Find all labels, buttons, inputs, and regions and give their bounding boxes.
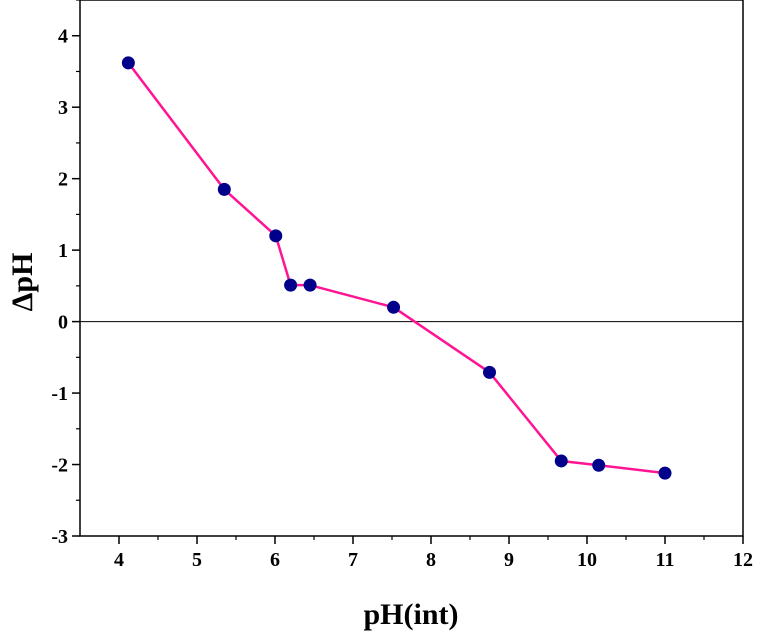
series-line-group bbox=[127, 62, 666, 475]
data-point bbox=[483, 365, 496, 379]
y-tick-label: 1 bbox=[58, 240, 68, 262]
data-point bbox=[554, 454, 568, 468]
x-tick-label: 8 bbox=[426, 549, 436, 571]
x-tick-label: 7 bbox=[348, 549, 358, 571]
y-tick-label: -3 bbox=[51, 526, 68, 548]
data-point bbox=[387, 300, 401, 314]
y-tick-label: 3 bbox=[58, 97, 68, 119]
series-line bbox=[127, 62, 666, 475]
data-point bbox=[269, 229, 283, 243]
x-tick-label: 10 bbox=[577, 549, 597, 571]
data-point bbox=[658, 466, 672, 480]
data-point bbox=[592, 458, 606, 472]
data-point bbox=[284, 278, 298, 292]
series-points-group bbox=[121, 56, 672, 480]
x-tick-label: 9 bbox=[504, 549, 514, 571]
x-tick-label: 12 bbox=[733, 549, 753, 571]
data-point bbox=[303, 278, 317, 292]
x-tick-label: 6 bbox=[270, 549, 280, 571]
y-tick-label: 0 bbox=[58, 312, 68, 334]
y-tick-label: -1 bbox=[51, 383, 68, 405]
x-axis-ticks: 4 5 6 7 8 9 10 11 12 bbox=[114, 536, 753, 571]
x-tick-label: 5 bbox=[192, 549, 202, 571]
y-tick-label: 2 bbox=[58, 169, 68, 191]
data-point bbox=[217, 182, 231, 196]
x-axis-title: pH(int) bbox=[363, 598, 458, 631]
y-axis-title: ΔpH bbox=[6, 253, 39, 312]
y-axis-ticks: -3 -2 -1 0 1 2 3 4 bbox=[51, 0, 80, 548]
data-point bbox=[121, 56, 135, 70]
x-tick-label: 4 bbox=[114, 549, 124, 571]
plot-frame bbox=[79, 0, 744, 537]
y-tick-label: 4 bbox=[58, 26, 68, 48]
x-tick-label: 11 bbox=[656, 549, 675, 571]
y-tick-label: -2 bbox=[51, 455, 68, 477]
